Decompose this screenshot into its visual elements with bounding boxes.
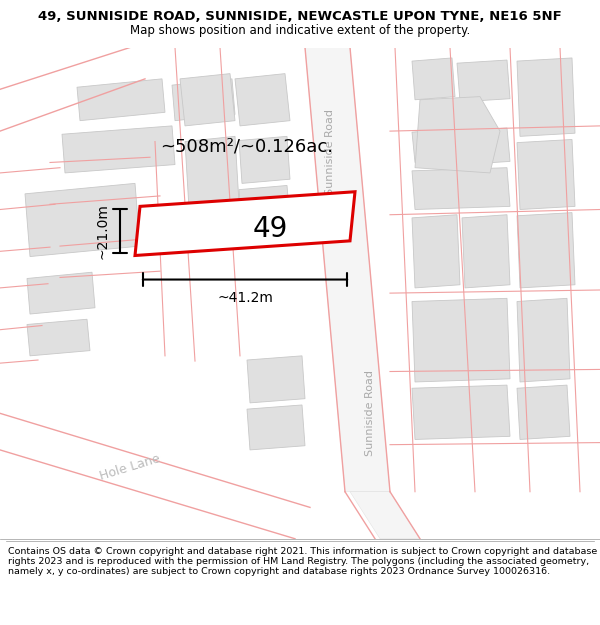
Polygon shape (62, 126, 175, 173)
Polygon shape (185, 136, 240, 225)
Polygon shape (457, 128, 510, 164)
Polygon shape (412, 58, 455, 100)
Polygon shape (239, 186, 290, 225)
Polygon shape (517, 298, 570, 382)
Polygon shape (517, 58, 575, 136)
Polygon shape (412, 298, 510, 382)
Polygon shape (412, 215, 460, 288)
Polygon shape (517, 213, 575, 288)
Polygon shape (247, 356, 305, 403)
Polygon shape (412, 168, 510, 209)
Polygon shape (27, 319, 90, 356)
Polygon shape (462, 215, 510, 288)
Text: Hole Lane: Hole Lane (98, 452, 162, 483)
Polygon shape (25, 183, 140, 256)
Polygon shape (350, 492, 420, 539)
Text: Contains OS data © Crown copyright and database right 2021. This information is : Contains OS data © Crown copyright and d… (8, 546, 597, 576)
Text: ~508m²/~0.126ac.: ~508m²/~0.126ac. (160, 138, 333, 156)
Text: ~21.0m: ~21.0m (95, 203, 109, 259)
Text: 49, SUNNISIDE ROAD, SUNNISIDE, NEWCASTLE UPON TYNE, NE16 5NF: 49, SUNNISIDE ROAD, SUNNISIDE, NEWCASTLE… (38, 11, 562, 24)
Polygon shape (239, 136, 290, 183)
Polygon shape (517, 139, 575, 209)
Polygon shape (135, 192, 355, 256)
Polygon shape (247, 405, 305, 450)
Polygon shape (180, 74, 235, 126)
Text: Sunniside Road: Sunniside Road (365, 371, 375, 456)
Polygon shape (77, 79, 165, 121)
Text: 49: 49 (253, 215, 287, 243)
Text: ~41.2m: ~41.2m (217, 291, 273, 306)
Polygon shape (415, 97, 500, 173)
Polygon shape (27, 272, 95, 314)
Polygon shape (235, 74, 290, 126)
Polygon shape (517, 385, 570, 439)
Polygon shape (457, 60, 510, 102)
Polygon shape (305, 48, 390, 492)
Polygon shape (172, 79, 235, 121)
Polygon shape (412, 129, 455, 162)
Text: Map shows position and indicative extent of the property.: Map shows position and indicative extent… (130, 24, 470, 37)
Polygon shape (412, 385, 510, 439)
Text: Sunniside Road: Sunniside Road (325, 109, 335, 195)
